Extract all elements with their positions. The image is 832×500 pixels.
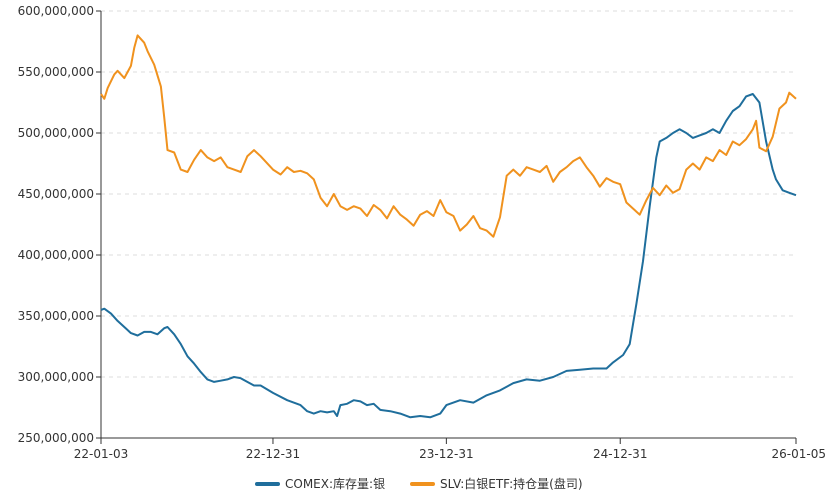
y-tick-label: 550,000,000 bbox=[18, 65, 94, 79]
x-tick-label: 26-01-05 bbox=[772, 447, 826, 461]
legend-swatch bbox=[255, 482, 280, 486]
series-lines bbox=[100, 34, 797, 419]
gridlines bbox=[101, 10, 796, 378]
legend-swatch bbox=[410, 482, 435, 486]
legend-item-slv[interactable]: SLV:白银ETF:持仓量(盘司) bbox=[410, 476, 583, 491]
legend-item-comex[interactable]: COMEX:库存量:银 bbox=[255, 476, 385, 491]
axes: 250,000,000 300,000,000 350,000,000 400,000… bbox=[18, 4, 826, 461]
y-tick-label: 450,000,000 bbox=[18, 187, 94, 201]
y-tick-label: 500,000,000 bbox=[18, 126, 94, 140]
y-tick-label: 300,000,000 bbox=[18, 370, 94, 384]
legend-label: SLV:白银ETF:持仓量(盘司) bbox=[440, 476, 583, 491]
y-tick-label: 600,000,000 bbox=[18, 4, 94, 18]
y-tick-label: 400,000,000 bbox=[18, 248, 94, 262]
x-tick-label: 22-01-03 bbox=[74, 447, 128, 461]
series-line-slv bbox=[100, 34, 797, 238]
x-tick-label: 24-12-31 bbox=[593, 447, 647, 461]
x-tick-label: 23-12-31 bbox=[419, 447, 473, 461]
y-tick-label: 250,000,000 bbox=[18, 431, 94, 445]
y-tick-label: 350,000,000 bbox=[18, 309, 94, 323]
x-tick-label: 22-12-31 bbox=[246, 447, 300, 461]
legend[interactable]: COMEX:库存量:银 SLV:白银ETF:持仓量(盘司) bbox=[255, 476, 583, 491]
series-line-comex bbox=[100, 93, 797, 419]
legend-label: COMEX:库存量:银 bbox=[285, 476, 385, 491]
